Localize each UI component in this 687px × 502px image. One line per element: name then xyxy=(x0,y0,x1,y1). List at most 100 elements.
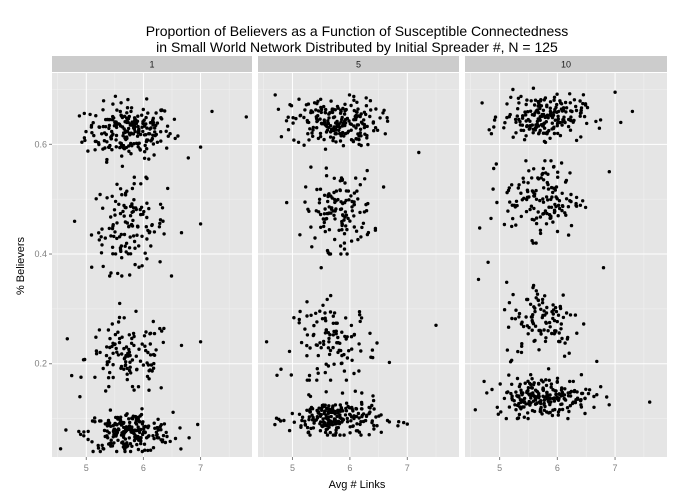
data-point xyxy=(65,337,70,341)
data-point xyxy=(120,164,125,168)
x-tick-label: 6 xyxy=(555,463,560,473)
data-point xyxy=(515,416,520,421)
data-point xyxy=(342,241,347,245)
data-point xyxy=(556,170,560,174)
data-point xyxy=(310,131,314,135)
data-point xyxy=(322,224,326,229)
data-point xyxy=(105,157,109,162)
data-point xyxy=(526,181,530,185)
data-point xyxy=(521,176,525,180)
data-point xyxy=(528,302,533,306)
data-point xyxy=(111,375,115,380)
data-point xyxy=(347,93,352,97)
data-point xyxy=(117,202,121,206)
facet-strip-label: 10 xyxy=(561,60,571,70)
data-point xyxy=(560,402,564,406)
data-point xyxy=(122,214,126,218)
data-point xyxy=(334,329,338,333)
data-point xyxy=(279,367,283,371)
data-point xyxy=(318,429,323,433)
data-point xyxy=(150,119,155,123)
data-point xyxy=(542,121,547,125)
data-point xyxy=(524,402,528,406)
data-point xyxy=(550,331,554,336)
data-point xyxy=(341,144,346,148)
data-points xyxy=(58,94,248,454)
data-point xyxy=(342,247,347,251)
data-point xyxy=(519,391,524,395)
data-point xyxy=(354,407,359,411)
data-point xyxy=(537,303,541,307)
data-point xyxy=(560,204,565,208)
data-point xyxy=(336,411,340,415)
data-point xyxy=(533,338,537,343)
data-point xyxy=(521,399,525,403)
data-point xyxy=(358,183,362,187)
data-point xyxy=(365,413,369,417)
data-point xyxy=(153,130,157,134)
data-point xyxy=(110,194,114,198)
data-point xyxy=(158,221,162,226)
data-point xyxy=(119,415,123,419)
data-point xyxy=(324,427,328,432)
data-point xyxy=(150,223,154,227)
data-point xyxy=(370,348,375,352)
data-point xyxy=(486,260,490,264)
data-point xyxy=(314,108,318,112)
data-point xyxy=(134,422,139,426)
data-point xyxy=(513,317,518,321)
data-point xyxy=(548,396,552,401)
data-point xyxy=(128,252,133,256)
data-point xyxy=(154,123,158,128)
data-point xyxy=(130,202,134,206)
data-point xyxy=(525,389,529,394)
data-point xyxy=(103,146,107,150)
data-point xyxy=(323,421,327,425)
data-point xyxy=(496,412,500,416)
data-point xyxy=(511,292,515,297)
data-point xyxy=(344,107,348,112)
data-point xyxy=(540,297,545,302)
data-point xyxy=(320,317,325,321)
data-point xyxy=(551,190,555,195)
data-point xyxy=(586,391,591,396)
data-point xyxy=(305,354,309,358)
data-point xyxy=(128,360,132,364)
data-point xyxy=(144,225,148,229)
data-point xyxy=(362,122,367,127)
data-point xyxy=(121,445,126,449)
data-point xyxy=(98,192,102,197)
data-point xyxy=(116,122,121,126)
data-point xyxy=(343,181,347,185)
data-point xyxy=(136,385,141,389)
data-point xyxy=(554,392,558,397)
data-point xyxy=(151,434,155,438)
data-point xyxy=(573,313,578,317)
data-point xyxy=(119,249,123,254)
data-point xyxy=(543,294,547,298)
data-point xyxy=(104,353,109,358)
facet-strip-label: 1 xyxy=(149,60,154,70)
data-point xyxy=(111,351,115,355)
data-point xyxy=(527,127,531,131)
data-point xyxy=(322,342,326,347)
data-point xyxy=(544,311,549,315)
data-point xyxy=(70,373,74,378)
data-point xyxy=(324,107,328,112)
data-point xyxy=(568,379,572,384)
data-point xyxy=(145,147,149,151)
data-point xyxy=(319,225,323,229)
data-point xyxy=(505,280,509,284)
data-point xyxy=(539,378,544,382)
data-point xyxy=(91,121,95,125)
data-point xyxy=(156,428,161,432)
data-point xyxy=(313,236,317,240)
data-point xyxy=(98,350,102,355)
data-point xyxy=(115,350,119,354)
data-point xyxy=(109,438,113,442)
data-point xyxy=(529,396,533,400)
data-point xyxy=(556,131,560,136)
data-point xyxy=(564,197,569,201)
data-point xyxy=(120,274,124,278)
data-point xyxy=(136,447,141,452)
